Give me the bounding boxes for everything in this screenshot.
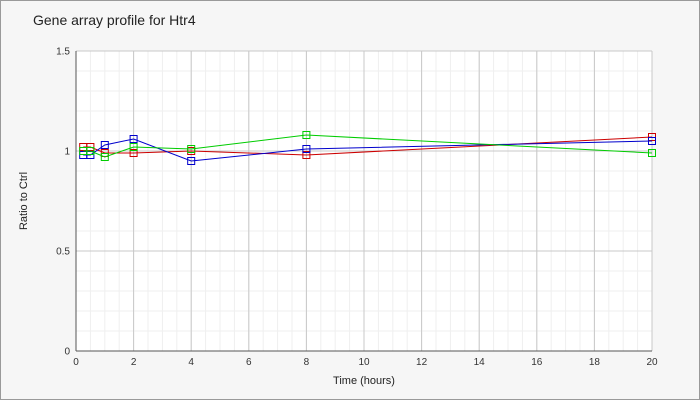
y-tick-labels: 0 0.5 1 1.5: [56, 47, 70, 358]
series-layer: [79, 131, 656, 165]
x-tick-label: 10: [358, 357, 370, 368]
x-tick-label: 20: [646, 357, 658, 368]
data-point-marker: [302, 131, 311, 139]
x-tick-label: 0: [73, 357, 79, 368]
data-point-marker: [302, 145, 311, 153]
y-tick-label: 1.5: [56, 47, 70, 58]
x-tick-label: 4: [188, 357, 194, 368]
data-point-marker: [187, 145, 196, 153]
data-point-marker: [100, 141, 109, 149]
x-tick-label: 6: [246, 357, 252, 368]
x-tick-label: 12: [416, 357, 428, 368]
y-tick-label: 0: [64, 347, 70, 358]
data-point-marker: [100, 153, 109, 161]
y-axis-label: Ratio to Ctrl: [18, 172, 30, 230]
x-tick-label: 8: [304, 357, 310, 368]
y-tick-label: 0.5: [56, 247, 70, 258]
series-3: [79, 131, 656, 161]
data-point-marker: [187, 157, 196, 165]
y-tick-label: 1: [64, 147, 70, 158]
chart-title: Gene array profile for Htr4: [33, 12, 196, 28]
x-axis-label: Time (hours): [333, 375, 395, 387]
data-point-marker: [86, 147, 95, 155]
x-tick-label: 18: [589, 357, 601, 368]
series-line: [83, 134, 653, 158]
data-point-marker: [129, 149, 138, 157]
data-point-marker: [302, 151, 311, 159]
x-tick-label: 2: [131, 357, 137, 368]
x-tick-label: 14: [474, 357, 486, 368]
x-tick-label: 16: [531, 357, 543, 368]
x-tick-labels: 0 2 4 6 8 10 12 14 16 18 20: [73, 357, 658, 368]
data-point-marker: [648, 137, 656, 145]
data-point-marker: [648, 149, 656, 157]
axes: [75, 51, 652, 352]
data-point-marker: [129, 135, 138, 143]
data-point-marker: [129, 143, 138, 151]
